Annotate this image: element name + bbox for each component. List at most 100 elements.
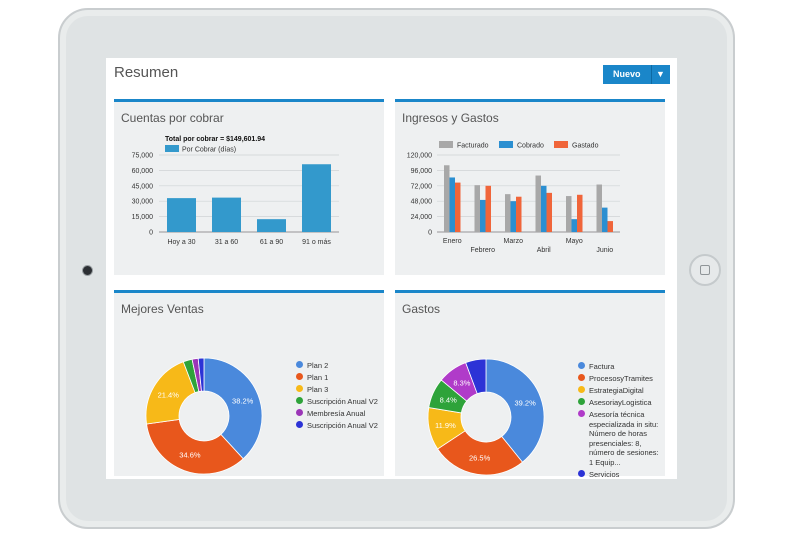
slice-label: 38.2% — [232, 396, 254, 405]
legend-label: Gastado — [572, 143, 599, 150]
x-tick-label: Hoy a 30 — [167, 239, 195, 246]
y-tick-label: 75,000 — [132, 153, 154, 160]
dashboard-screen: Resumen Nuevo ▼ Cuentas por cobrar Total… — [106, 58, 677, 479]
legend-color-dot — [578, 469, 585, 477]
pie-slice — [203, 357, 263, 460]
legend-color-dot — [296, 397, 303, 404]
receivables-card: Cuentas por cobrar Total por cobrar = $1… — [114, 99, 384, 275]
bar — [302, 164, 331, 232]
legend-item: EstrategiaDigital — [578, 386, 660, 396]
legend-color-dot — [296, 373, 303, 380]
x-tick-label: 91 o más — [302, 239, 331, 246]
legend-color-dot — [578, 362, 585, 369]
bar — [474, 185, 480, 232]
bar — [566, 196, 572, 232]
new-button-group: Nuevo ▼ — [603, 65, 670, 84]
legend-label: Plan 2 — [307, 361, 329, 370]
pie-slice — [485, 358, 545, 463]
camera-icon — [82, 265, 93, 276]
expenses-chart: 39.2% 26.5% 11.9% 8.4% 8.3% — [427, 358, 545, 476]
bar — [571, 219, 577, 232]
pie-slice — [437, 430, 523, 476]
bar — [607, 221, 613, 232]
legend-item: Plan 2 — [296, 361, 386, 371]
expenses-title: Gastos — [402, 302, 441, 316]
home-square-icon — [700, 265, 710, 275]
bar — [535, 175, 541, 232]
income-title: Ingresos y Gastos — [402, 111, 499, 125]
home-button[interactable] — [689, 254, 721, 286]
sales-card: Mejores Ventas 38.2% 34.6% 21.4% Plan 2 Pla… — [114, 290, 384, 476]
legend-label: Suscripción Anual V2 — [307, 397, 378, 406]
legend-label: EstrategiaDigital — [589, 386, 644, 395]
legend-color-dot — [578, 398, 585, 405]
income-expense-chart: Facturado Cobrado Gastado 0 24,000 48,000 72,0… — [407, 141, 620, 254]
legend-label: Suscripción Anual V2 — [307, 421, 378, 430]
legend-item: ProcesosyTramites — [578, 374, 660, 384]
y-tick-label: 15,000 — [132, 214, 154, 221]
legend-item: Plan 1 — [296, 373, 386, 383]
bar — [449, 177, 455, 232]
legend-item: Suscripción Anual V2 — [296, 397, 386, 407]
bar — [485, 185, 491, 232]
bar — [602, 207, 608, 232]
receivables-title: Cuentas por cobrar — [121, 111, 224, 125]
legend-color-dot — [578, 386, 585, 393]
sales-title: Mejores Ventas — [121, 302, 204, 316]
legend-label: Facturado — [457, 143, 489, 150]
income-card: Ingresos y Gastos Facturado Cobrado Gastad… — [395, 99, 665, 275]
y-tick-label: 24,000 — [411, 214, 433, 221]
x-tick-label: Abril — [537, 247, 551, 254]
y-tick-label: 96,000 — [411, 168, 433, 175]
bar — [455, 182, 461, 232]
legend-item: Suscripción Anual V2 — [296, 421, 386, 431]
pie-slice — [465, 358, 487, 395]
legend-item: AsesoriayLogistica — [578, 398, 660, 408]
legend-item: Factura — [578, 362, 660, 372]
receivables-chart: Total por cobrar = $149,601.94 Por Cobrar… — [132, 136, 339, 246]
legend-color-dot — [578, 410, 585, 417]
y-tick-label: 120,000 — [407, 153, 432, 160]
legend-label: ProcesosyTramites — [589, 374, 653, 383]
y-tick-label: 60,000 — [132, 168, 154, 175]
legend-label: Plan 3 — [307, 385, 329, 394]
bar — [516, 196, 522, 232]
legend-label: AsesoriayLogistica — [589, 398, 652, 407]
legend-label: Factura — [589, 362, 615, 371]
slice-label: 8.4% — [440, 395, 457, 404]
y-tick-label: 0 — [428, 230, 432, 237]
y-tick-label: 48,000 — [411, 199, 433, 206]
legend-color-dot — [296, 409, 303, 416]
bar — [480, 199, 486, 232]
legend-swatch — [554, 141, 568, 148]
legend-label: Membresía Anual — [307, 409, 366, 418]
bar — [167, 198, 196, 232]
legend-color-dot — [578, 374, 585, 381]
legend-color-dot — [296, 385, 303, 392]
slice-label: 26.5% — [469, 454, 491, 463]
legend-item: Plan 3 — [296, 385, 386, 395]
bar — [596, 184, 602, 232]
slice-label: 39.2% — [514, 399, 536, 408]
bar — [577, 194, 583, 232]
chevron-down-icon[interactable]: ▼ — [651, 65, 670, 84]
x-tick-label: Mayo — [566, 238, 583, 245]
legend-color-dot — [296, 421, 303, 428]
legend-label: Plan 1 — [307, 373, 329, 382]
pie-slice — [146, 418, 244, 475]
x-tick-label: Junio — [596, 247, 613, 254]
x-tick-label: 31 a 60 — [215, 239, 238, 246]
x-tick-label: 61 a 90 — [260, 239, 283, 246]
bar — [505, 194, 511, 232]
new-button[interactable]: Nuevo — [603, 65, 652, 84]
legend-label: Cobrado — [517, 143, 544, 150]
bar — [212, 197, 241, 232]
bar — [444, 165, 450, 232]
slice-label: 11.9% — [435, 421, 456, 430]
legend-item: Membresía Anual — [296, 409, 386, 419]
legend-swatch — [439, 141, 453, 148]
page-title: Resumen — [114, 64, 179, 81]
slice-label: 34.6% — [179, 451, 201, 460]
pie-slice — [197, 357, 205, 392]
y-tick-label: 72,000 — [411, 183, 433, 190]
